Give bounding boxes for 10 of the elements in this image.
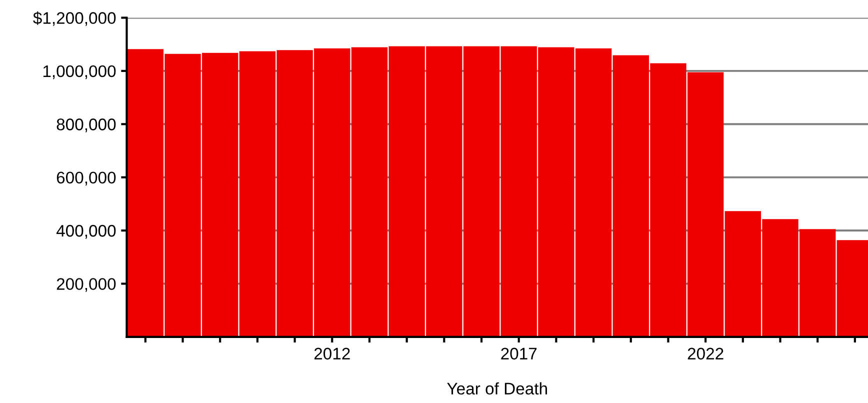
y-tick-label: 400,000 [56,224,116,239]
y-tick-label: 1,000,000 [43,65,116,80]
y-tick-label: 800,000 [56,118,116,132]
x-axis-title: Year of Death [447,382,547,395]
y-tick-label: 200,000 [56,278,116,292]
x-tick-label: 2022 [688,348,724,360]
y-tick-label: 600,000 [56,172,116,186]
x-tick-label: 2017 [501,348,537,360]
y-tick-label: $1,200,000 [33,11,116,26]
x-tick-label: 2012 [314,348,350,360]
